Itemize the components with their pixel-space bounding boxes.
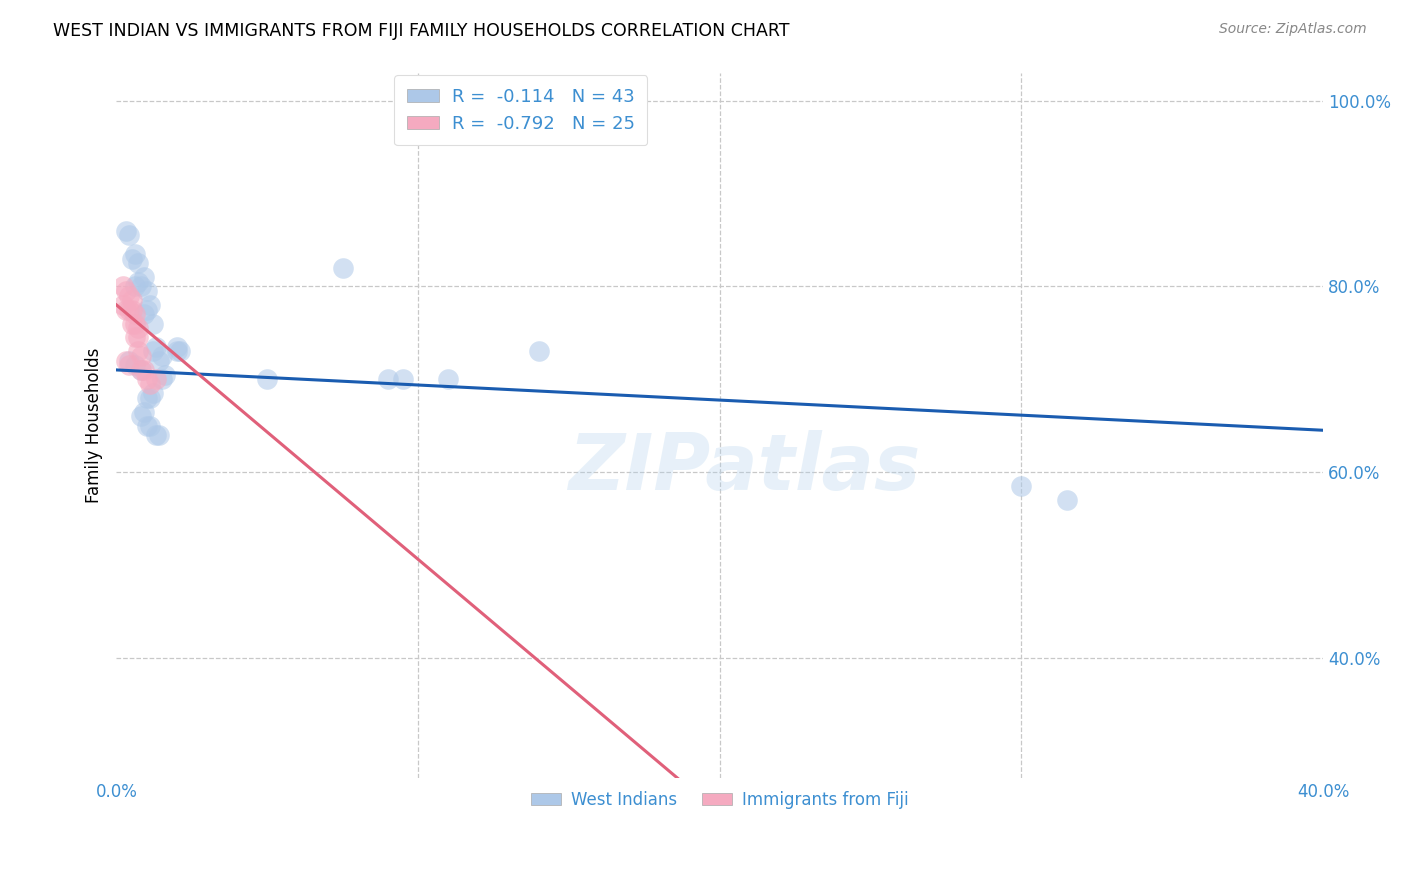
Immigrants from Fiji <box>124 307 146 321</box>
West Indians <box>142 386 165 401</box>
Immigrants from Fiji <box>114 284 136 298</box>
West Indians <box>117 228 139 243</box>
West Indians <box>129 363 152 377</box>
West Indians <box>437 372 460 386</box>
West Indians <box>148 353 170 368</box>
West Indians <box>127 275 149 289</box>
West Indians <box>124 247 146 261</box>
Immigrants from Fiji <box>121 302 143 317</box>
Immigrants from Fiji <box>117 359 139 373</box>
West Indians <box>1056 492 1078 507</box>
Immigrants from Fiji <box>132 363 155 377</box>
Immigrants from Fiji <box>129 349 152 363</box>
West Indians <box>121 252 143 266</box>
West Indians <box>142 344 165 359</box>
Immigrants from Fiji <box>117 302 139 317</box>
Immigrants from Fiji <box>129 363 152 377</box>
West Indians <box>129 279 152 293</box>
West Indians <box>129 409 152 424</box>
Immigrants from Fiji <box>127 330 149 344</box>
Immigrants from Fiji <box>145 372 167 386</box>
West Indians <box>166 344 188 359</box>
West Indians <box>332 260 354 275</box>
West Indians <box>124 359 146 373</box>
West Indians <box>132 270 155 285</box>
West Indians <box>114 224 136 238</box>
West Indians <box>1011 479 1033 493</box>
Immigrants from Fiji <box>114 353 136 368</box>
West Indians <box>135 418 157 433</box>
West Indians <box>135 302 157 317</box>
West Indians <box>392 372 415 386</box>
Immigrants from Fiji <box>121 293 143 308</box>
West Indians <box>145 340 167 354</box>
West Indians <box>150 349 173 363</box>
West Indians <box>138 418 160 433</box>
Y-axis label: Family Households: Family Households <box>86 348 103 503</box>
West Indians <box>135 284 157 298</box>
West Indians <box>138 298 160 312</box>
Immigrants from Fiji <box>135 372 157 386</box>
Immigrants from Fiji <box>111 298 134 312</box>
Immigrants from Fiji <box>127 344 149 359</box>
Immigrants from Fiji <box>114 302 136 317</box>
West Indians <box>145 428 167 442</box>
Immigrants from Fiji <box>121 317 143 331</box>
West Indians <box>153 368 176 382</box>
West Indians <box>132 307 155 321</box>
Immigrants from Fiji <box>124 330 146 344</box>
West Indians <box>169 344 191 359</box>
Immigrants from Fiji <box>138 376 160 391</box>
West Indians <box>132 405 155 419</box>
Text: ZIPatlas: ZIPatlas <box>568 430 920 506</box>
West Indians <box>527 344 550 359</box>
Immigrants from Fiji <box>124 317 146 331</box>
Legend: West Indians, Immigrants from Fiji: West Indians, Immigrants from Fiji <box>524 784 915 816</box>
West Indians <box>124 279 146 293</box>
West Indians <box>127 256 149 270</box>
West Indians <box>166 340 188 354</box>
West Indians <box>138 391 160 405</box>
West Indians <box>148 428 170 442</box>
West Indians <box>117 353 139 368</box>
Immigrants from Fiji <box>127 321 149 335</box>
Text: Source: ZipAtlas.com: Source: ZipAtlas.com <box>1219 22 1367 37</box>
West Indians <box>135 391 157 405</box>
Immigrants from Fiji <box>679 813 702 827</box>
West Indians <box>377 372 399 386</box>
West Indians <box>150 372 173 386</box>
West Indians <box>142 317 165 331</box>
Immigrants from Fiji <box>111 279 134 293</box>
Immigrants from Fiji <box>724 822 747 837</box>
Text: WEST INDIAN VS IMMIGRANTS FROM FIJI FAMILY HOUSEHOLDS CORRELATION CHART: WEST INDIAN VS IMMIGRANTS FROM FIJI FAMI… <box>53 22 790 40</box>
West Indians <box>256 372 278 386</box>
Immigrants from Fiji <box>117 288 139 302</box>
